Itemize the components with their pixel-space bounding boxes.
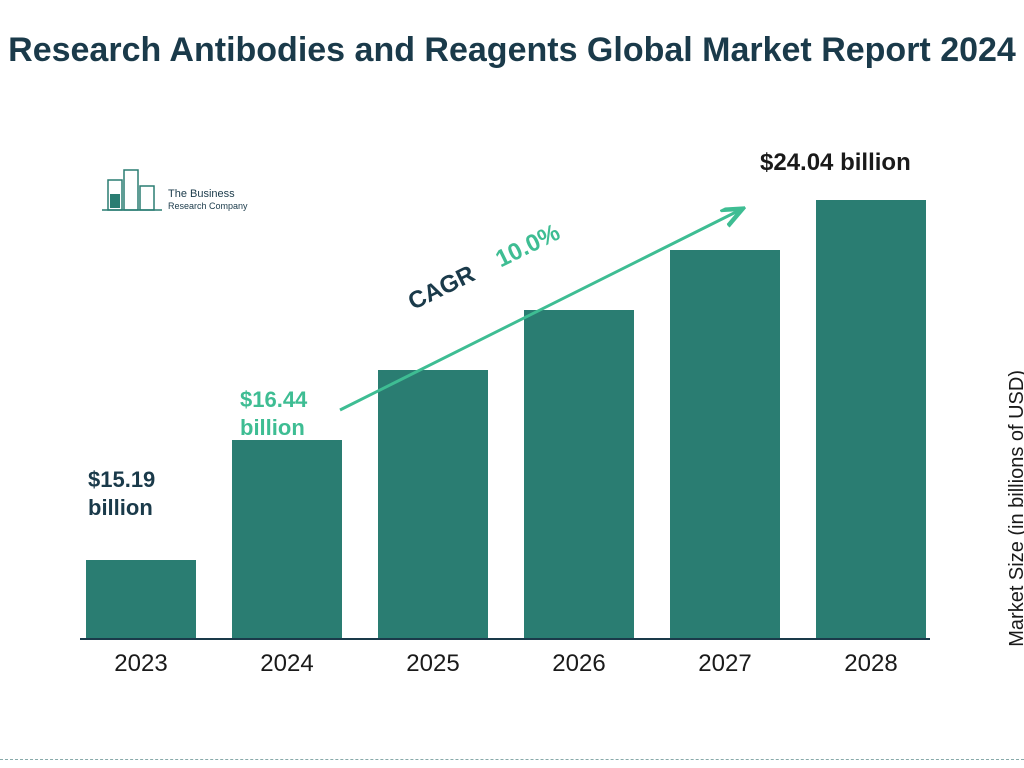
footer-dashed-line (0, 759, 1024, 760)
value-label-2023-unit: billion (88, 494, 155, 522)
x-tick-label: 2028 (816, 650, 926, 678)
value-label-2028: $24.04 billion (760, 148, 911, 178)
value-label-2028-amount: $24.04 billion (760, 148, 911, 178)
bar (670, 250, 780, 640)
value-label-2024-unit: billion (240, 414, 307, 442)
value-label-2023-amount: $15.19 (88, 466, 155, 494)
x-tick-label: 2027 (670, 650, 780, 678)
bar (816, 200, 926, 640)
x-tick-label: 2023 (86, 650, 196, 678)
x-axis-baseline (80, 638, 930, 640)
chart-title: Research Antibodies and Reagents Global … (0, 28, 1024, 74)
bar (232, 440, 342, 640)
x-tick-label: 2026 (524, 650, 634, 678)
x-tick-label: 2024 (232, 650, 342, 678)
x-tick-label: 2025 (378, 650, 488, 678)
bar (378, 370, 488, 640)
bar (524, 310, 634, 640)
bar (86, 560, 196, 640)
value-label-2024-amount: $16.44 (240, 386, 307, 414)
value-label-2024: $16.44 billion (240, 386, 307, 441)
y-axis-label: Market Size (in billions of USD) (1006, 370, 1024, 647)
value-label-2023: $15.19 billion (88, 466, 155, 521)
